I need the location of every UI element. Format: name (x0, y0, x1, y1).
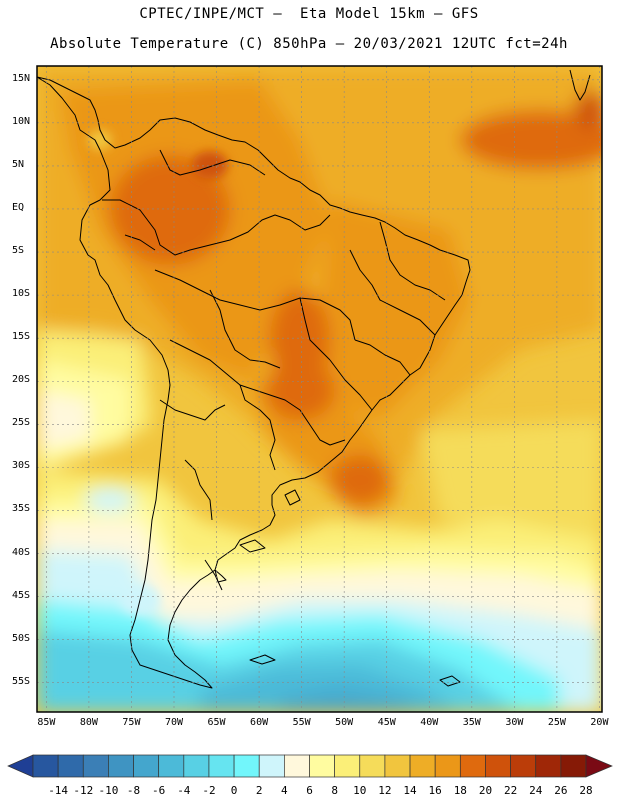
lat-label: 55S (12, 675, 31, 687)
colorbar-swatch (133, 754, 160, 778)
lon-label: 70W (164, 717, 184, 728)
colorbar-tick-label: -4 (177, 784, 191, 797)
colorbar-tick-label: 14 (403, 784, 417, 797)
lon-label: 75W (122, 717, 141, 728)
lon-label: 25W (547, 717, 566, 728)
title-line-1: CPTEC/INPE/MCT – Eta Model 15km – GFS (139, 6, 479, 22)
lon-label: 65W (207, 717, 226, 728)
lat-label: 40S (12, 546, 31, 558)
lon-label: 35W (462, 717, 481, 728)
colorbar-tick-label: 22 (503, 784, 518, 797)
lon-label: 45W (377, 717, 396, 728)
colorbar-arrow-high (585, 754, 613, 778)
colorbar-swatch (32, 754, 59, 778)
colorbar-swatch (108, 754, 134, 778)
lat-label: 30S (12, 460, 31, 472)
lat-label: 10S (12, 288, 31, 300)
colorbar-swatch (560, 754, 587, 778)
lon-label: 30W (505, 717, 524, 728)
colorbar-tick-label: -6 (152, 784, 166, 797)
lat-label: 10N (12, 115, 31, 127)
colorbar-arrow-low (7, 754, 34, 778)
lon-label: 60W (250, 717, 269, 728)
lat-label: 5N (12, 158, 25, 170)
colorbar-swatch (459, 754, 486, 778)
lat-label: 45S (12, 589, 31, 601)
colorbar-tick-label: 24 (529, 784, 543, 797)
colorbar (7, 754, 613, 778)
colorbar-tick-label: -14 (48, 784, 69, 797)
colorbar-tick-label: 10 (353, 784, 367, 797)
colorbar-swatch (57, 754, 84, 778)
lon-label: 40W (420, 717, 439, 728)
graticule (37, 66, 602, 712)
colorbar-swatch (510, 754, 537, 778)
lat-label: EQ (12, 201, 25, 213)
map-frame (36, 65, 603, 713)
lat-label: 35S (12, 503, 31, 515)
colorbar-swatch (284, 754, 310, 778)
colorbar-tick-label: 0 (230, 784, 238, 797)
colorbar-swatch (334, 754, 361, 778)
colorbar-swatch (208, 754, 235, 778)
colorbar-tick-label: 20 (478, 784, 493, 797)
lon-label: 80W (79, 717, 98, 728)
colorbar-swatch (384, 754, 411, 778)
lat-label: 15N (12, 72, 31, 84)
lon-label: 85W (37, 717, 56, 728)
colorbar-tick-label: 28 (579, 784, 593, 797)
colorbar-tick-label: 16 (428, 784, 442, 797)
lon-label: 50W (335, 717, 354, 728)
lon-label: 20W (590, 717, 609, 728)
colorbar-tick-label: 26 (554, 784, 568, 797)
colorbar-swatch (359, 754, 386, 778)
colorbar-tick-label: 6 (306, 784, 313, 797)
colorbar-tick-label: 18 (453, 784, 467, 797)
colorbar-swatch (158, 754, 185, 778)
colorbar-swatch (434, 754, 461, 778)
lon-label: 55W (292, 717, 311, 728)
lat-label: 20S (12, 374, 31, 386)
colorbar-swatch (535, 754, 562, 778)
colorbar-tick-label: 4 (281, 784, 288, 797)
colorbar-tick-label: -12 (73, 784, 94, 797)
colorbar-swatch (233, 754, 260, 778)
colorbar-swatch (309, 754, 335, 778)
coastlines (37, 69, 591, 689)
colorbar-tick-label: 8 (331, 784, 338, 797)
title-line-2: Absolute Temperature (C) 850hPa – 20/03/… (50, 36, 568, 52)
colorbar-swatch (258, 754, 285, 778)
colorbar-tick-label: -8 (126, 784, 141, 797)
lat-label: 5S (12, 245, 25, 257)
colorbar-swatch (485, 754, 511, 778)
lat-label: 25S (12, 417, 31, 429)
colorbar-tick-label: 12 (378, 784, 392, 797)
colorbar-tick-label: 2 (255, 784, 263, 797)
colorbar-tick-label: -10 (98, 784, 119, 797)
temperature-field (37, 66, 602, 712)
lat-label: 50S (12, 632, 31, 644)
colorbar-swatch (409, 754, 436, 778)
colorbar-swatch (82, 754, 109, 778)
colorbar-tick-label: -2 (202, 784, 216, 797)
colorbar-swatch (183, 754, 210, 778)
lat-label: 15S (12, 331, 31, 343)
